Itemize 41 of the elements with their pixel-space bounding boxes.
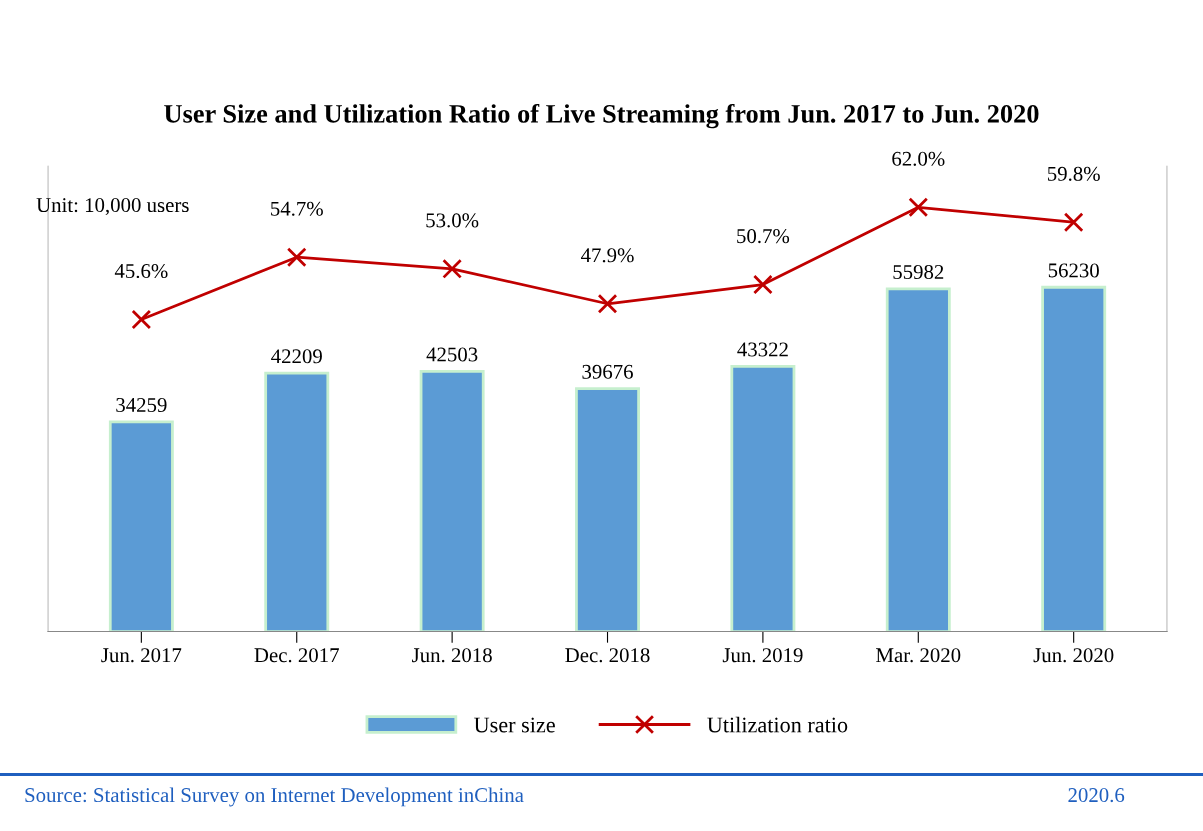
- data-label: 43322: [737, 342, 788, 357]
- data-label: 34259: [116, 398, 167, 412]
- data-label: 59.8%: [1047, 166, 1100, 181]
- x-tick-label: Jun. 2019: [722, 648, 803, 663]
- bar: [1041, 285, 1107, 632]
- data-label: 55982: [893, 264, 944, 279]
- data-label: 62.0%: [892, 151, 945, 166]
- point: [286, 247, 307, 268]
- bar: [885, 287, 951, 632]
- bar: [264, 371, 330, 632]
- data-label: 47.9%: [581, 248, 634, 263]
- text: 2020.6: [1068, 788, 1125, 803]
- data-label: 45.6%: [114, 263, 168, 279]
- bar: [108, 420, 174, 632]
- x-tick-label: Jun. 2020: [1033, 648, 1114, 663]
- source-note: Source: Statistical Survey on Internet Development inChina: [25, 787, 524, 807]
- x-tick-label: Dec. 2018: [565, 648, 650, 663]
- x-tick-label: Mar. 2020: [876, 648, 961, 663]
- legend-label: User size: [474, 717, 555, 733]
- point: [597, 293, 618, 314]
- data-label: 39676: [582, 364, 633, 379]
- point: [908, 197, 929, 218]
- data-label: 53.0%: [426, 213, 479, 228]
- legend-label: Utilization ratio: [707, 716, 848, 733]
- bar: [730, 364, 796, 632]
- point: [131, 309, 152, 330]
- x-tick-label: Dec. 2017: [254, 648, 339, 663]
- x-tick-label: Jun. 2017: [101, 648, 182, 663]
- data-label: 42209: [271, 349, 322, 364]
- bar: [419, 369, 485, 632]
- data-label: 50.7%: [737, 229, 790, 244]
- point: [753, 274, 773, 295]
- data-label: 54.7%: [271, 201, 323, 216]
- data-label: 42503: [426, 347, 478, 362]
- point: [1063, 212, 1084, 233]
- x-tick-label: Jun. 2018: [412, 648, 492, 663]
- point: [442, 258, 463, 279]
- chart-title: User Size and Utilization Ratio of Live Streaming from Jun. 2017 to Jun. 2020: [164, 103, 1039, 129]
- annotation: Unit: 10,000 users: [36, 198, 189, 216]
- bar: [575, 387, 640, 632]
- data-label: 56230: [1048, 263, 1099, 278]
